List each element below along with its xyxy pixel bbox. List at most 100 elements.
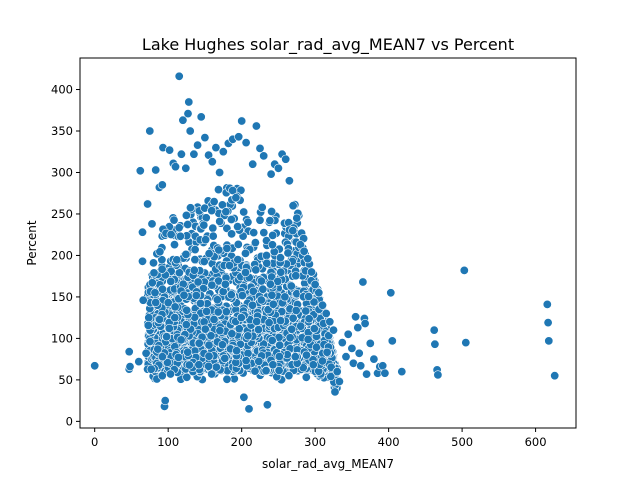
data-point [397,367,407,377]
data-point [206,331,216,341]
data-point [204,249,214,259]
data-point [267,207,277,217]
data-point [194,338,204,348]
data-point [256,276,266,286]
data-point [204,351,214,361]
data-point [200,133,210,143]
data-point [181,163,191,173]
data-point [284,371,294,381]
data-point [222,374,232,384]
data-point [257,202,267,212]
data-point [147,219,157,229]
data-point [283,248,293,258]
data-point [170,240,180,250]
data-point [157,180,167,190]
data-point [231,193,241,203]
data-point [322,347,332,357]
data-point [217,340,227,350]
data-point [138,256,148,266]
data-point [186,203,196,213]
x-tick-label: 200 [231,435,253,449]
data-point [461,338,471,348]
data-point [369,354,379,364]
x-axis-label: solar_rad_avg_MEAN7 [262,457,394,471]
data-point [251,265,261,275]
data-point [214,245,224,255]
data-point [160,396,170,406]
data-point [207,280,217,290]
data-point [330,387,340,397]
data-point [236,313,246,323]
data-point [291,305,301,315]
data-point [250,366,260,376]
data-point [166,276,176,286]
y-tick-label: 300 [51,165,73,179]
data-point [90,361,100,371]
data-point [311,342,321,352]
data-point [151,297,161,307]
data-point [170,313,180,323]
data-point [362,369,372,379]
data-point [237,116,247,126]
data-point [288,313,298,323]
data-point [149,258,159,268]
data-point [211,143,221,153]
data-point [184,97,194,107]
data-point [157,352,167,362]
data-point [241,248,251,258]
data-point [220,279,230,289]
data-point [244,404,254,414]
data-point [303,254,313,264]
data-point [317,356,327,366]
data-point [317,300,327,310]
data-point [226,215,236,225]
data-point [274,351,284,361]
y-axis: 0 50 100 150 200 250 300 350 400 [51,83,80,428]
data-point [181,249,191,259]
data-point [227,229,237,239]
data-point [268,360,278,370]
data-point [256,295,266,305]
data-point [215,168,225,178]
data-point [193,140,203,150]
data-point [360,318,370,328]
data-point [239,392,249,402]
data-point [181,320,191,330]
data-point [314,288,324,298]
data-point [144,313,154,323]
data-point [250,238,260,248]
data-point [204,361,214,371]
data-point [227,329,237,339]
data-point [179,290,189,300]
data-point [252,316,262,326]
y-tick-label: 50 [58,373,73,387]
data-point [241,356,251,366]
data-point [292,213,302,223]
data-point [254,356,264,366]
data-point [267,290,277,300]
data-point [232,346,242,356]
data-point [332,367,342,377]
data-point [276,316,286,326]
data-point [209,314,219,324]
y-tick-label: 0 [66,414,73,428]
data-point [354,348,364,358]
data-point [267,335,277,345]
data-point [290,352,300,362]
data-point [172,255,182,265]
data-point [181,210,191,220]
data-point [183,347,193,357]
y-tick-label: 200 [51,248,73,262]
data-point [301,306,311,316]
data-point [301,350,311,360]
data-point [146,364,156,374]
data-point [301,372,311,382]
data-point [209,197,219,207]
chart-title: Lake Hughes solar_rad_avg_MEAN7 vs Perce… [142,35,514,55]
data-point [145,126,155,136]
data-point [218,147,228,157]
data-point [174,71,184,81]
data-point [183,220,193,230]
data-point [358,277,368,287]
